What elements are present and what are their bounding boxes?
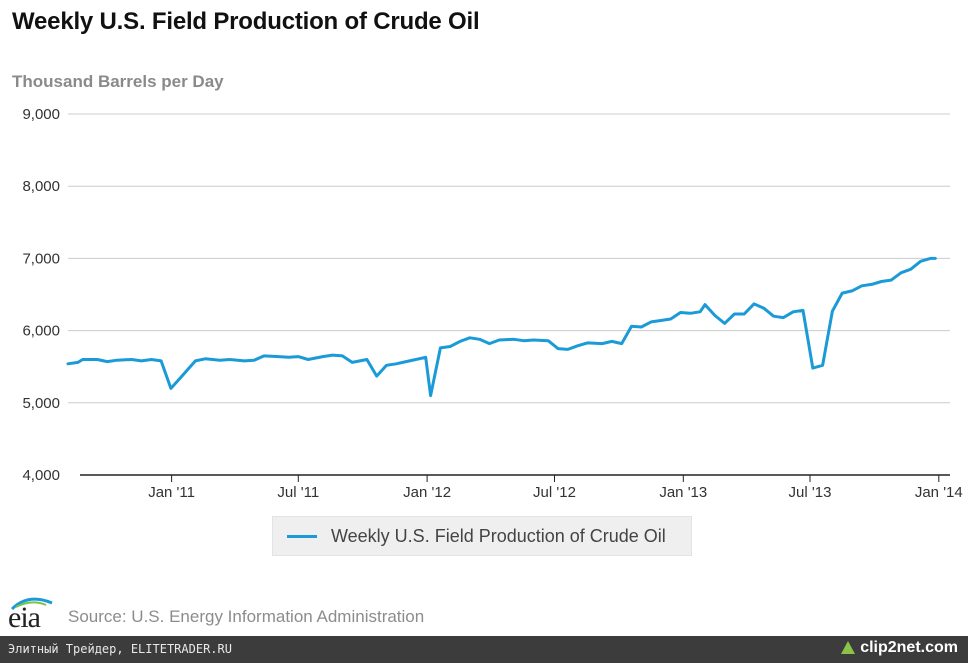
y-tick-label: 4,000: [22, 467, 60, 484]
legend[interactable]: Weekly U.S. Field Production of Crude Oi…: [272, 516, 692, 556]
line-chart: 9,000 8,000 7,000 6,000 5,000 4,000 Jan '11 Ju…: [22, 106, 963, 501]
y-tick-label: 6,000: [22, 323, 60, 340]
y-axis-label: Thousand Barrels per Day: [12, 72, 224, 91]
footer-brand[interactable]: clip2net.com: [840, 639, 958, 657]
x-tick-label: Jan '13: [659, 484, 707, 501]
y-tick-label: 5,000: [22, 395, 60, 412]
y-tick-label: 9,000: [22, 106, 60, 123]
x-axis: Jan '11 Jul '11 Jan '12 Jul '12 Jan '13 Jul '…: [80, 474, 963, 501]
legend-swatch: [287, 534, 317, 538]
footer-bar: Элитный Трейдер, ELITETRADER.RU clip2net…: [0, 636, 968, 663]
chart-title: Weekly U.S. Field Production of Crude Oi…: [12, 8, 480, 35]
source-note: Source: U.S. Energy Information Administ…: [68, 607, 425, 626]
x-tick-label: Jan '12: [403, 484, 451, 501]
y-tick-label: 7,000: [22, 250, 60, 267]
legend-label: Weekly U.S. Field Production of Crude Oi…: [331, 525, 666, 546]
footer-brand-text: clip2net.com: [860, 639, 958, 656]
footer-watermark: Элитный Трейдер, ELITETRADER.RU: [8, 642, 232, 656]
y-tick-labels: 9,000 8,000 7,000 6,000 5,000 4,000: [22, 106, 60, 484]
x-tick-label: Jan '14: [915, 484, 963, 501]
x-tick-label: Jul '11: [277, 484, 319, 501]
x-tick-label: Jan '11: [148, 484, 195, 501]
gridlines: [68, 113, 950, 404]
x-tick-label: Jul '13: [789, 484, 832, 501]
series-line: [66, 256, 937, 398]
logo-text: eia: [8, 601, 41, 634]
x-tick-label: Jul '12: [533, 484, 576, 501]
logo-swoosh-icon: [10, 597, 53, 611]
series-layer: [66, 256, 937, 398]
eia-logo: eia: [6, 595, 58, 635]
y-tick-label: 8,000: [22, 178, 60, 195]
clip-icon: [841, 641, 856, 654]
